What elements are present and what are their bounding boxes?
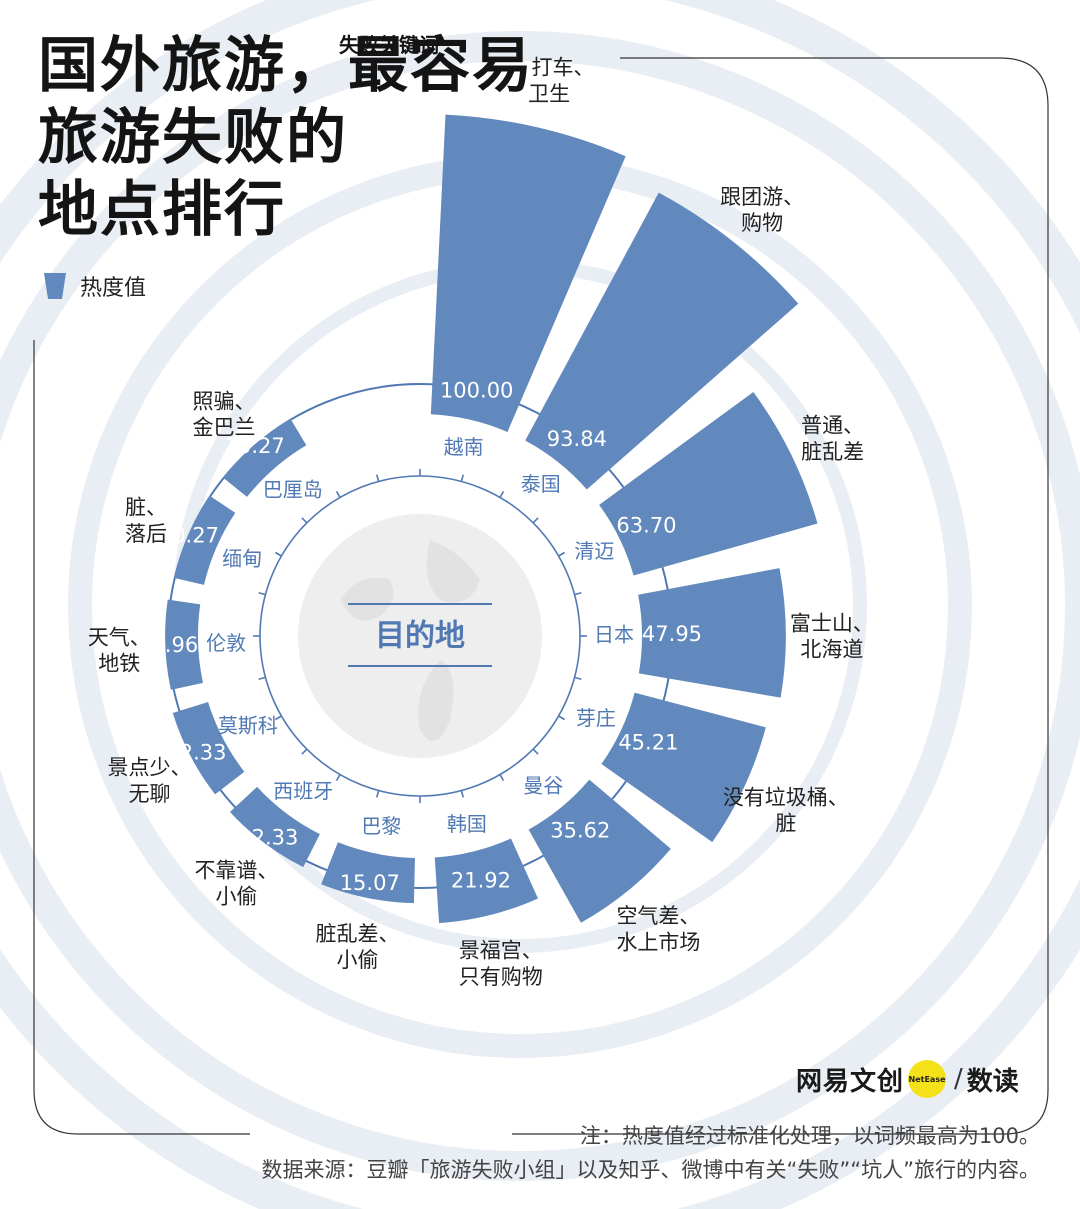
- data-source: 数据来源：豆瓣「旅游失败小组」以及知乎、微博中有关“失败”“坑人”旅行的内容。: [261, 1158, 1040, 1182]
- ring-tick: [376, 474, 380, 482]
- bar-芽庄: [601, 692, 766, 843]
- category-label: 西班牙: [273, 779, 333, 803]
- category-label: 清迈: [574, 539, 614, 563]
- bar-伦敦: [165, 599, 204, 690]
- category-label: 泰国: [521, 472, 561, 496]
- value-label: 47.95: [642, 622, 702, 646]
- category-label: 伦敦: [206, 631, 246, 655]
- ring-tick: [274, 715, 282, 721]
- legend: 热度值: [44, 270, 146, 302]
- category-label: 缅甸: [222, 547, 262, 571]
- category-label: 巴厘岛: [263, 478, 323, 502]
- legend-label: 热度值: [80, 276, 147, 301]
- keyword-header: 失败关键词: [339, 33, 439, 57]
- value-label: 93.84: [547, 427, 607, 451]
- keyword-label: 景点少、无聊: [107, 756, 191, 806]
- bar-泰国: [525, 192, 799, 490]
- category-label: 巴黎: [361, 814, 401, 838]
- bar-曼谷: [528, 779, 671, 923]
- ring-tick: [301, 748, 308, 755]
- category-label: 芽庄: [576, 706, 616, 730]
- globe-continents: [340, 540, 480, 741]
- ring-tick: [274, 551, 282, 557]
- value-label: 21.92: [451, 869, 511, 893]
- ring-tick: [499, 774, 505, 782]
- ring-tick: [499, 490, 505, 498]
- center-rings: [167, 383, 673, 889]
- ring-tick: [558, 551, 566, 557]
- title-line-1: 国外旅游，最容易: [38, 31, 534, 101]
- value-label: 15.07: [340, 871, 400, 895]
- ring-tick: [532, 748, 539, 755]
- background-ring: [0, 31, 1080, 1181]
- keyword-label: 富士山、北海道: [790, 611, 874, 661]
- value-label: 12.33: [238, 825, 298, 849]
- ring-tick: [376, 790, 380, 798]
- title-line-2: 旅游失败的: [38, 103, 348, 173]
- ring-tick: [574, 676, 582, 680]
- keyword-label: 跟团游、购物: [720, 185, 804, 235]
- ring-tick: [460, 474, 464, 482]
- ring-tick: [532, 517, 539, 524]
- brand-product: 数读: [966, 1066, 1019, 1097]
- category-label: 日本: [594, 622, 634, 646]
- footnote: 注：热度值经过标准化处理，以词频最高为100。: [579, 1124, 1040, 1148]
- globe-icon: [298, 514, 542, 758]
- keyword-label: 照骗、金巴兰: [192, 389, 255, 439]
- keyword-label: 天气、地铁: [88, 625, 151, 675]
- category-label: 韩国: [447, 812, 487, 836]
- bar-巴黎: [321, 842, 415, 904]
- frame-line: [512, 57, 1049, 1135]
- ring-tick: [258, 676, 266, 680]
- center-label-group: 目的地: [348, 603, 492, 667]
- bar-莫斯科: [172, 702, 245, 795]
- value-label: 12.33: [166, 740, 226, 764]
- keyword-label: 空气差、水上市场: [616, 904, 700, 954]
- brand-name: 网易文创: [796, 1066, 905, 1097]
- page-title: 国外旅游，最容易 旅游失败的 地点排行: [38, 30, 534, 246]
- value-label: 10.27: [225, 434, 285, 458]
- bar-清迈: [599, 392, 818, 576]
- ring-tick: [335, 490, 341, 498]
- bar-越南: [430, 114, 626, 432]
- keyword-label: 脏乱差、小偷: [316, 922, 400, 972]
- bars: [165, 114, 818, 924]
- bar-西班牙: [229, 786, 320, 868]
- bar-韩国: [434, 838, 538, 924]
- category-label: 曼谷: [523, 774, 563, 798]
- category-label: 越南: [444, 435, 484, 459]
- keyword-label: 不靠谱、小偷: [194, 858, 278, 908]
- frame-line: [33, 340, 250, 1135]
- value-label: 10.27: [159, 524, 219, 548]
- keyword-label: 脏、落后: [125, 496, 167, 546]
- keyword-label: 一 打车、卫生: [504, 56, 595, 106]
- bar-日本: [638, 568, 786, 698]
- category-label: 莫斯科: [218, 714, 278, 738]
- value-label: 10.96: [138, 633, 198, 657]
- ring-tick: [258, 592, 266, 596]
- title-line-3: 地点排行: [38, 175, 286, 245]
- keyword-label: 普通、脏乱差: [801, 414, 864, 464]
- bar-缅甸: [173, 495, 236, 585]
- brand-logo: 网易文创 NetEase / 数读: [796, 1060, 1019, 1098]
- keyword-label: 没有垃圾桶、脏: [723, 785, 849, 835]
- brand-slash: /: [954, 1064, 963, 1094]
- value-label: 100.00: [440, 378, 513, 402]
- keyword-label: 景福宫、只有购物: [459, 939, 543, 989]
- bar-巴厘岛: [222, 418, 307, 497]
- ring-tick: [574, 592, 582, 596]
- brand-badge: NetEase: [908, 1060, 947, 1098]
- center-label: 目的地: [375, 619, 465, 654]
- value-label: 45.21: [618, 730, 678, 754]
- ring-tick: [460, 790, 464, 798]
- legend-swatch: [44, 273, 66, 299]
- ring-tick: [558, 715, 566, 721]
- value-label: 63.70: [616, 514, 676, 538]
- ring-tick: [335, 774, 341, 782]
- value-label: 35.62: [550, 818, 610, 842]
- ring-tick: [301, 517, 308, 524]
